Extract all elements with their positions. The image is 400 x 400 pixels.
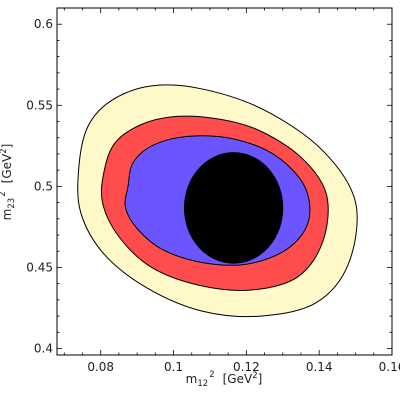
x-tick-label: 0.12 xyxy=(233,360,260,374)
y-axis-label: m232[GeV2] xyxy=(0,144,17,221)
y-axis-label-unit: [GeV xyxy=(0,153,14,183)
y-tick-label: 0.55 xyxy=(26,98,53,112)
x-axis-label-unit-sup: 2 xyxy=(252,371,257,381)
y-tick-label: 0.6 xyxy=(34,17,53,31)
y-axis-label-sup: 2 xyxy=(0,191,8,196)
x-axis-label: m122 [GeV2] xyxy=(186,370,263,389)
y-tick-label: 0.45 xyxy=(26,260,53,274)
y-axis-label-unit-sup: 2 xyxy=(0,148,9,153)
x-tick-label: 0.14 xyxy=(306,360,333,374)
x-axis-label-unit-close: ] xyxy=(258,372,263,386)
y-axis-label-sub: 23 xyxy=(7,198,17,209)
contour-regions xyxy=(77,84,358,318)
x-axis-label-sup: 2 xyxy=(209,370,214,380)
x-tick-label: 0.08 xyxy=(87,360,114,374)
x-axis-label-sub: 12 xyxy=(197,379,208,389)
y-axis-label-base: m xyxy=(0,209,14,221)
y-tick-label: 0.5 xyxy=(34,179,53,193)
plot-frame xyxy=(56,7,393,356)
y-tick-label: 0.4 xyxy=(34,342,53,356)
contour-region-core xyxy=(183,152,284,264)
x-tick-label: 0.16 xyxy=(379,360,400,374)
x-axis-label-unit: [GeV xyxy=(223,372,253,386)
x-tick-label: 0.1 xyxy=(164,360,183,374)
x-axis-label-base: m xyxy=(186,372,198,386)
axis-ticks: 0.08 0.1 0.12 0.14 0.16 0.4 0.45 0.5 0.55 0.6 xyxy=(26,7,400,374)
y-axis-label-unit-close: ] xyxy=(0,144,14,149)
